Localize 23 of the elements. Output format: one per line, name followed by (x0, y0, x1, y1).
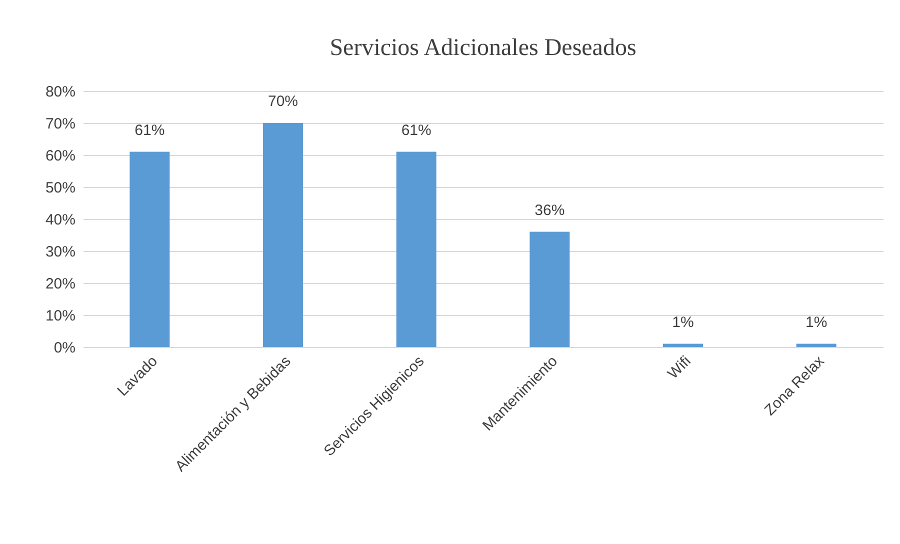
y-tick-label: 70% (45, 116, 76, 132)
y-tick-label: 60% (45, 148, 76, 164)
bar (396, 152, 436, 347)
data-label: 70% (268, 93, 298, 110)
y-tick-label: 40% (45, 212, 76, 228)
data-label: 1% (672, 314, 694, 331)
chart-title: Servicios Adicionales Deseados (330, 35, 636, 61)
bar (263, 123, 303, 347)
y-tick-label: 50% (45, 180, 76, 196)
bar (530, 232, 570, 347)
bar (130, 152, 170, 347)
bar (796, 344, 836, 347)
y-tick-label: 30% (45, 244, 76, 260)
y-tick-label: 10% (45, 308, 76, 324)
y-tick-label: 0% (54, 340, 76, 356)
data-label: 36% (534, 202, 565, 219)
data-label: 1% (805, 314, 828, 331)
bar (663, 344, 703, 347)
y-tick-label: 80% (45, 84, 76, 100)
y-tick-label: 20% (45, 276, 76, 292)
data-label: 61% (401, 122, 432, 139)
x-tick-label: Wifi (664, 352, 694, 382)
data-label: 61% (134, 122, 165, 139)
